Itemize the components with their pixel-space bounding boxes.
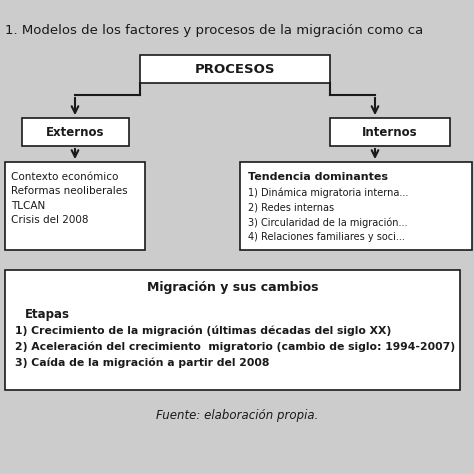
Text: Etapas: Etapas xyxy=(25,308,70,321)
FancyBboxPatch shape xyxy=(330,118,450,146)
Text: Migración y sus cambios: Migración y sus cambios xyxy=(147,282,318,294)
FancyBboxPatch shape xyxy=(140,55,330,83)
FancyBboxPatch shape xyxy=(5,270,460,390)
Text: Internos: Internos xyxy=(362,126,418,138)
Text: Tendencia dominantes: Tendencia dominantes xyxy=(248,172,388,182)
Text: Fuente: elaboración propia.: Fuente: elaboración propia. xyxy=(156,409,318,421)
Text: 1) Dinámica migratoria interna...
2) Redes internas
3) Circularidad de la migrac: 1) Dinámica migratoria interna... 2) Red… xyxy=(248,188,409,243)
Text: PROCESOS: PROCESOS xyxy=(195,63,275,75)
Text: 1. Modelos de los factores y procesos de la migración como ca: 1. Modelos de los factores y procesos de… xyxy=(5,24,423,36)
Text: Contexto económico
Reformas neoliberales
TLCAN
Crisis del 2008: Contexto económico Reformas neoliberales… xyxy=(11,172,128,225)
FancyBboxPatch shape xyxy=(240,162,472,250)
FancyBboxPatch shape xyxy=(22,118,129,146)
FancyBboxPatch shape xyxy=(5,162,145,250)
Text: 1) Crecimiento de la migración (últimas décadas del siglo XX)
2) Aceleración del: 1) Crecimiento de la migración (últimas … xyxy=(15,325,455,367)
Text: Externos: Externos xyxy=(46,126,105,138)
